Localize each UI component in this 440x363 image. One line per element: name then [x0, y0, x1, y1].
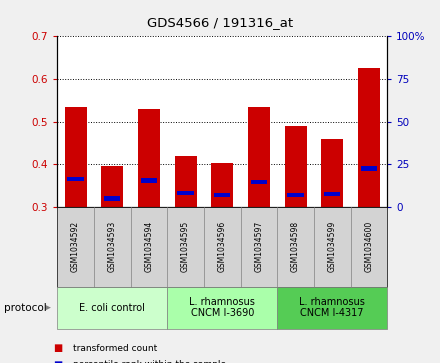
Text: GSM1034592: GSM1034592 [71, 221, 80, 272]
Bar [251, 180, 267, 184]
Text: GSM1034598: GSM1034598 [291, 221, 300, 272]
Text: transformed count: transformed count [73, 344, 157, 353]
Bar [175, 156, 197, 207]
Text: ■: ■ [53, 343, 62, 354]
Bar [65, 107, 87, 207]
Text: protocol: protocol [4, 303, 47, 313]
Bar [214, 193, 231, 197]
Text: GDS4566 / 191316_at: GDS4566 / 191316_at [147, 16, 293, 29]
Text: L. rhamnosus
CNCM I-3690: L. rhamnosus CNCM I-3690 [189, 297, 255, 318]
Bar [211, 163, 233, 207]
Bar [101, 166, 123, 207]
Text: L. rhamnosus
CNCM I-4317: L. rhamnosus CNCM I-4317 [299, 297, 365, 318]
Text: percentile rank within the sample: percentile rank within the sample [73, 360, 226, 363]
Bar [287, 193, 304, 197]
Bar [104, 196, 121, 200]
Text: GSM1034599: GSM1034599 [328, 221, 337, 273]
Text: GSM1034600: GSM1034600 [364, 221, 374, 273]
Bar [67, 177, 84, 181]
Text: GSM1034596: GSM1034596 [218, 221, 227, 273]
Bar [177, 191, 194, 195]
Bar [361, 166, 377, 171]
Text: GSM1034597: GSM1034597 [254, 221, 264, 273]
Text: GSM1034595: GSM1034595 [181, 221, 190, 273]
Bar [358, 68, 380, 207]
Bar [321, 139, 343, 207]
Bar [138, 109, 160, 207]
Bar [248, 107, 270, 207]
Bar [141, 178, 157, 183]
Bar [285, 126, 307, 207]
Text: E. coli control: E. coli control [79, 303, 145, 313]
Bar [324, 192, 341, 196]
Text: GSM1034593: GSM1034593 [108, 221, 117, 273]
Text: GSM1034594: GSM1034594 [144, 221, 154, 273]
Text: ■: ■ [53, 360, 62, 363]
